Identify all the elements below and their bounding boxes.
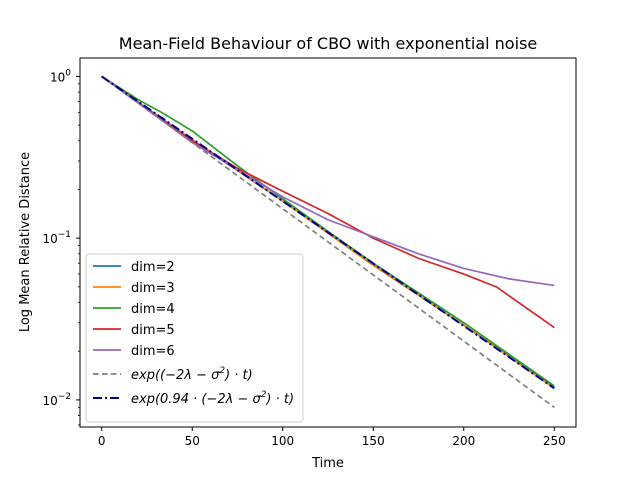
y-axis-label: Log Mean Relative Distance (18, 152, 33, 332)
x-tick-label: 200 (452, 434, 475, 448)
series-line-5 (101, 75, 555, 408)
legend-label: exp(0.94 · (−2λ − σ2) · t) (131, 390, 294, 407)
legend-label: dim=6 (131, 344, 175, 359)
legend-label: dim=2 (131, 260, 175, 275)
x-axis-label: Time (311, 456, 344, 471)
plot-area (101, 75, 555, 408)
x-axis: 0 50 100 150 200 250 (98, 427, 566, 448)
x-tick-label: 50 (185, 434, 200, 448)
series-line-6 (101, 75, 555, 390)
legend-label: exp((−2λ − σ2) · t) (131, 366, 253, 383)
legend-label: dim=5 (131, 323, 175, 338)
x-tick-label: 100 (271, 434, 294, 448)
x-tick-label: 0 (98, 434, 106, 448)
x-tick-label: 150 (362, 434, 385, 448)
legend-box (85, 253, 304, 423)
legend-label: dim=4 (131, 302, 175, 317)
x-tick-label: 250 (543, 434, 566, 448)
chart-title: Mean-Field Behaviour of CBO with exponen… (119, 34, 537, 53)
axes-frame (79, 57, 577, 428)
series-line-4 (101, 75, 555, 287)
legend-label: dim=3 (131, 281, 175, 296)
legend: dim=2 dim=3 dim=4 dim=5 dim=6 exp((−2λ − σ2) … (85, 253, 304, 423)
